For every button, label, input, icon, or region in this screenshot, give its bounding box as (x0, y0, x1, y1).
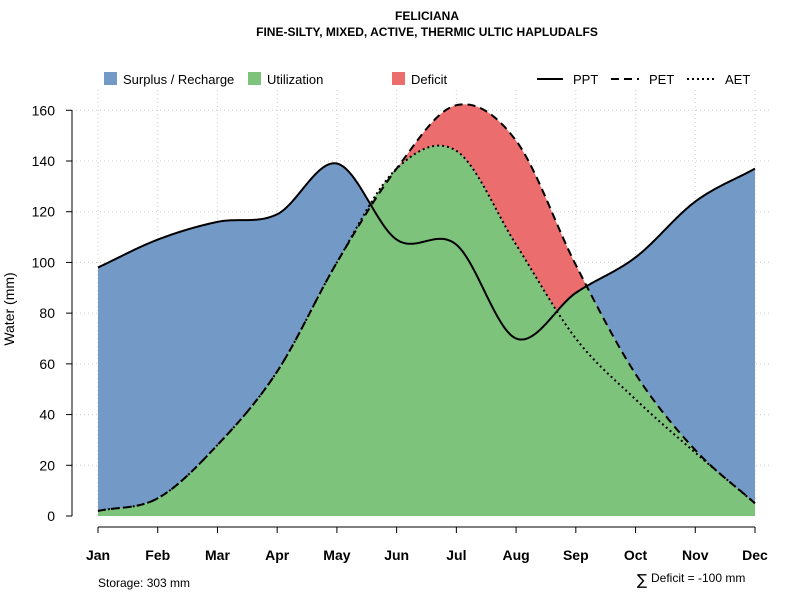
y-tick-label: 120 (32, 204, 56, 220)
series-lines (97, 103, 756, 512)
legend-label-aet: AET (725, 72, 750, 87)
x-tick-label: Feb (145, 547, 170, 563)
storage-annotation: Storage: 303 mm (98, 576, 190, 590)
legend-swatch-deficit (392, 72, 405, 85)
x-tick-label: Oct (624, 547, 648, 563)
y-tick-label: 20 (39, 457, 55, 473)
chart-title: FELICIANA (395, 9, 459, 23)
pet-line (97, 103, 756, 512)
legend-swatch-surplus (104, 72, 117, 85)
legend-label-utilization: Utilization (267, 72, 323, 87)
y-tick-label: 60 (39, 356, 55, 372)
y-tick-label: 160 (32, 102, 56, 118)
x-tick-label: Jul (446, 547, 466, 563)
x-tick-label: Dec (742, 547, 768, 563)
y-tick-label: 100 (32, 254, 56, 270)
deficit-annotation: Deficit = -100 mm (651, 571, 745, 585)
x-tick-label: Jun (384, 547, 409, 563)
y-axis-title: Water (mm) (1, 272, 17, 345)
sum-symbol: ∑ (637, 571, 647, 589)
ppt-line (97, 162, 756, 341)
legend: Surplus / Recharge Utilization Deficit P… (104, 72, 750, 87)
y-tick-label: 0 (47, 508, 55, 524)
x-tick-label: Aug (502, 547, 529, 563)
legend-label-pet: PET (649, 72, 674, 87)
legend-label-deficit: Deficit (411, 72, 448, 87)
legend-swatch-utilization (248, 72, 261, 85)
y-tick-label: 40 (39, 407, 55, 423)
chart-subtitle: FINE-SILTY, MIXED, ACTIVE, THERMIC ULTIC… (256, 25, 598, 39)
x-tick-label: Sep (563, 547, 589, 563)
legend-label-ppt: PPT (573, 72, 598, 87)
area-fills (98, 104, 755, 516)
utilization-base-area (98, 145, 755, 516)
surplus-top-area (98, 104, 755, 511)
y-tick-label: 80 (39, 305, 55, 321)
x-tick-label: Jan (86, 547, 110, 563)
axes: 0 20 40 60 80 100 120 140 160 Jan Feb Mar Apr May Jun J… (32, 102, 768, 563)
x-tick-label: Nov (682, 547, 709, 563)
y-tick-label: 140 (32, 153, 56, 169)
x-tick-label: May (323, 547, 350, 563)
legend-label-surplus: Surplus / Recharge (123, 72, 234, 87)
x-tick-label: Apr (265, 547, 290, 563)
x-tick-label: Mar (205, 547, 230, 563)
